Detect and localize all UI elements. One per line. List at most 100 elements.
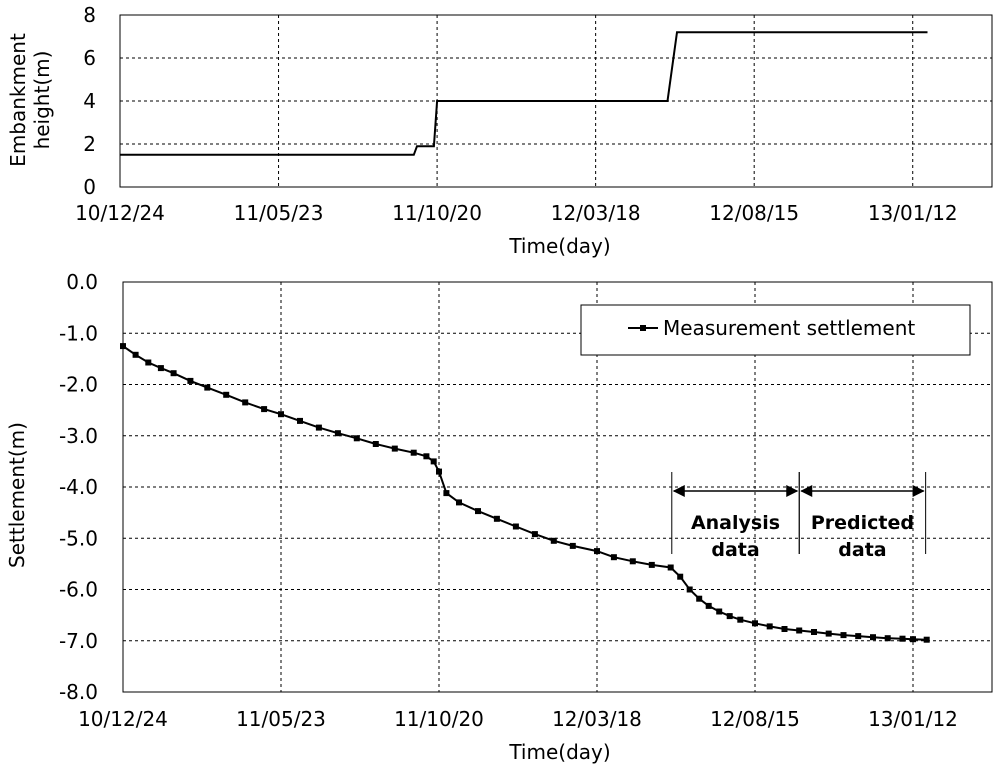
settlement-data-point (157, 365, 164, 372)
settlement-data-point (475, 508, 481, 515)
settlement-data-point (716, 608, 723, 615)
x-tick-label: 12/03/18 (552, 707, 642, 731)
y-tick-labels: 0.0 -1.0 -2.0 -3.0 -4.0 -5.0 -6.0 -7.0 -8.0 (59, 270, 98, 704)
x-tick-labels: 10/12/24 11/05/23 11/10/20 12/03/18 12/08/15… (78, 707, 958, 731)
settlement-data-point (766, 623, 773, 630)
settlement-data-point (187, 377, 194, 384)
settlement-data-point (796, 627, 803, 634)
x-tick-label: 10/12/24 (78, 707, 168, 731)
annotation-label: data (838, 539, 886, 561)
x-axis-label: Time(day) (508, 234, 610, 258)
annotation-arrow-head-left (800, 485, 813, 497)
x-tick-labels: 10/12/24 11/05/23 11/10/20 12/03/18 12/08/15… (75, 201, 958, 225)
settlement-data-point (737, 616, 744, 623)
settlement-data-point (512, 523, 519, 530)
x-tick-label: 13/01/12 (868, 707, 958, 731)
settlement-data-point (242, 399, 249, 406)
settlement-data-point (170, 370, 177, 377)
x-tick-label: 11/10/20 (394, 707, 484, 731)
y-tick-label: 8 (83, 3, 96, 27)
settlement-data-point (315, 424, 322, 431)
y-tick-label: 0 (83, 175, 96, 199)
y-tick-label: -5.0 (59, 526, 98, 550)
settlement-data-point (629, 558, 636, 565)
y-tick-label: -2.0 (59, 373, 98, 397)
settlement-data-point (884, 635, 891, 642)
settlement-data-point (493, 515, 500, 522)
y-axis-label: Settlement(m) (5, 422, 29, 568)
settlement-chart: 0.0 -1.0 -2.0 -3.0 -4.0 -5.0 -6.0 -7.0 -8.0 10/1… (5, 270, 993, 764)
settlement-data-point (430, 458, 437, 465)
settlement-data-point (667, 564, 674, 571)
settlement-data-point (648, 561, 655, 568)
y-tick-label: -4.0 (59, 475, 98, 499)
settlement-data-point (840, 632, 847, 639)
x-tick-label: 12/08/15 (710, 707, 800, 731)
x-tick-label: 10/12/24 (75, 201, 165, 225)
embankment-height-series-line (120, 31, 928, 156)
settlement-data-point (705, 602, 712, 609)
settlement-data-point (120, 343, 126, 350)
settlement-data-point (223, 391, 230, 398)
settlement-data-point (443, 490, 450, 497)
x-tick-label: 11/10/20 (392, 201, 482, 225)
annotation-arrow-head-right (786, 485, 799, 497)
legend: Measurement settlement (580, 304, 971, 356)
settlement-data-point (145, 359, 152, 366)
settlement-data-point (531, 531, 538, 538)
y-tick-label: -6.0 (59, 578, 98, 602)
settlement-data-point (353, 435, 360, 442)
x-tick-label: 12/03/18 (551, 201, 641, 225)
settlement-data-point (870, 634, 876, 641)
embankment-height-chart: 0 2 4 6 8 10/12/24 11/05/23 11/10/20 12/03/18 12… (6, 3, 993, 258)
annotations: Analysis data Predicted data (671, 472, 927, 561)
settlement-data-point (334, 430, 341, 437)
settlement-data-point (204, 384, 211, 391)
settlement-data-point (132, 351, 139, 358)
settlement-data-point (372, 441, 379, 447)
settlement-data-point (456, 499, 462, 506)
settlement-data-point (423, 453, 430, 460)
x-tick-label: 12/08/15 (709, 201, 799, 225)
settlement-data-point (899, 635, 906, 642)
y-tick-label: 2 (83, 132, 96, 156)
x-tick-label: 11/05/23 (234, 201, 324, 225)
settlement-data-point (910, 636, 916, 643)
settlement-data-point (297, 417, 303, 424)
x-tick-label: 11/05/23 (236, 707, 326, 731)
y-tick-label: 0.0 (66, 270, 98, 294)
settlement-data-point (686, 586, 693, 593)
settlement-data-point (261, 406, 268, 413)
settlement-data-point (855, 633, 862, 640)
settlement-data-point (696, 595, 703, 602)
settlement-data-point (923, 636, 930, 643)
annotation-label: data (711, 539, 759, 561)
annotation-label: Analysis (691, 512, 780, 534)
settlement-data-point (610, 554, 617, 561)
y-tick-label: 6 (83, 46, 96, 70)
settlement-data-point (677, 573, 684, 580)
y-tick-label: -1.0 (59, 321, 98, 345)
legend-marker (640, 325, 646, 331)
annotation-arrow-head-left (672, 485, 685, 497)
settlement-markers (120, 343, 930, 643)
settlement-data-point (594, 548, 600, 555)
annotation-arrow-head-right (912, 485, 925, 497)
settlement-data-point (811, 629, 817, 635)
legend-label: Measurement settlement (663, 316, 915, 340)
settlement-data-point (391, 445, 398, 452)
y-axis-label-line-1: Embankment (6, 33, 30, 167)
settlement-data-point (550, 537, 557, 544)
y-tick-label: -3.0 (59, 424, 98, 448)
y-tick-label: -8.0 (59, 680, 98, 704)
settlement-data-point (752, 620, 758, 627)
x-tick-label: 13/01/12 (868, 201, 958, 225)
settlement-data-point (278, 411, 284, 418)
settlement-data-point (825, 630, 832, 637)
settlement-data-point (436, 468, 442, 475)
x-axis-label: Time(day) (508, 740, 610, 764)
annotation-label: Predicted (811, 512, 914, 534)
y-axis-label-line-2: height(m) (30, 51, 54, 150)
